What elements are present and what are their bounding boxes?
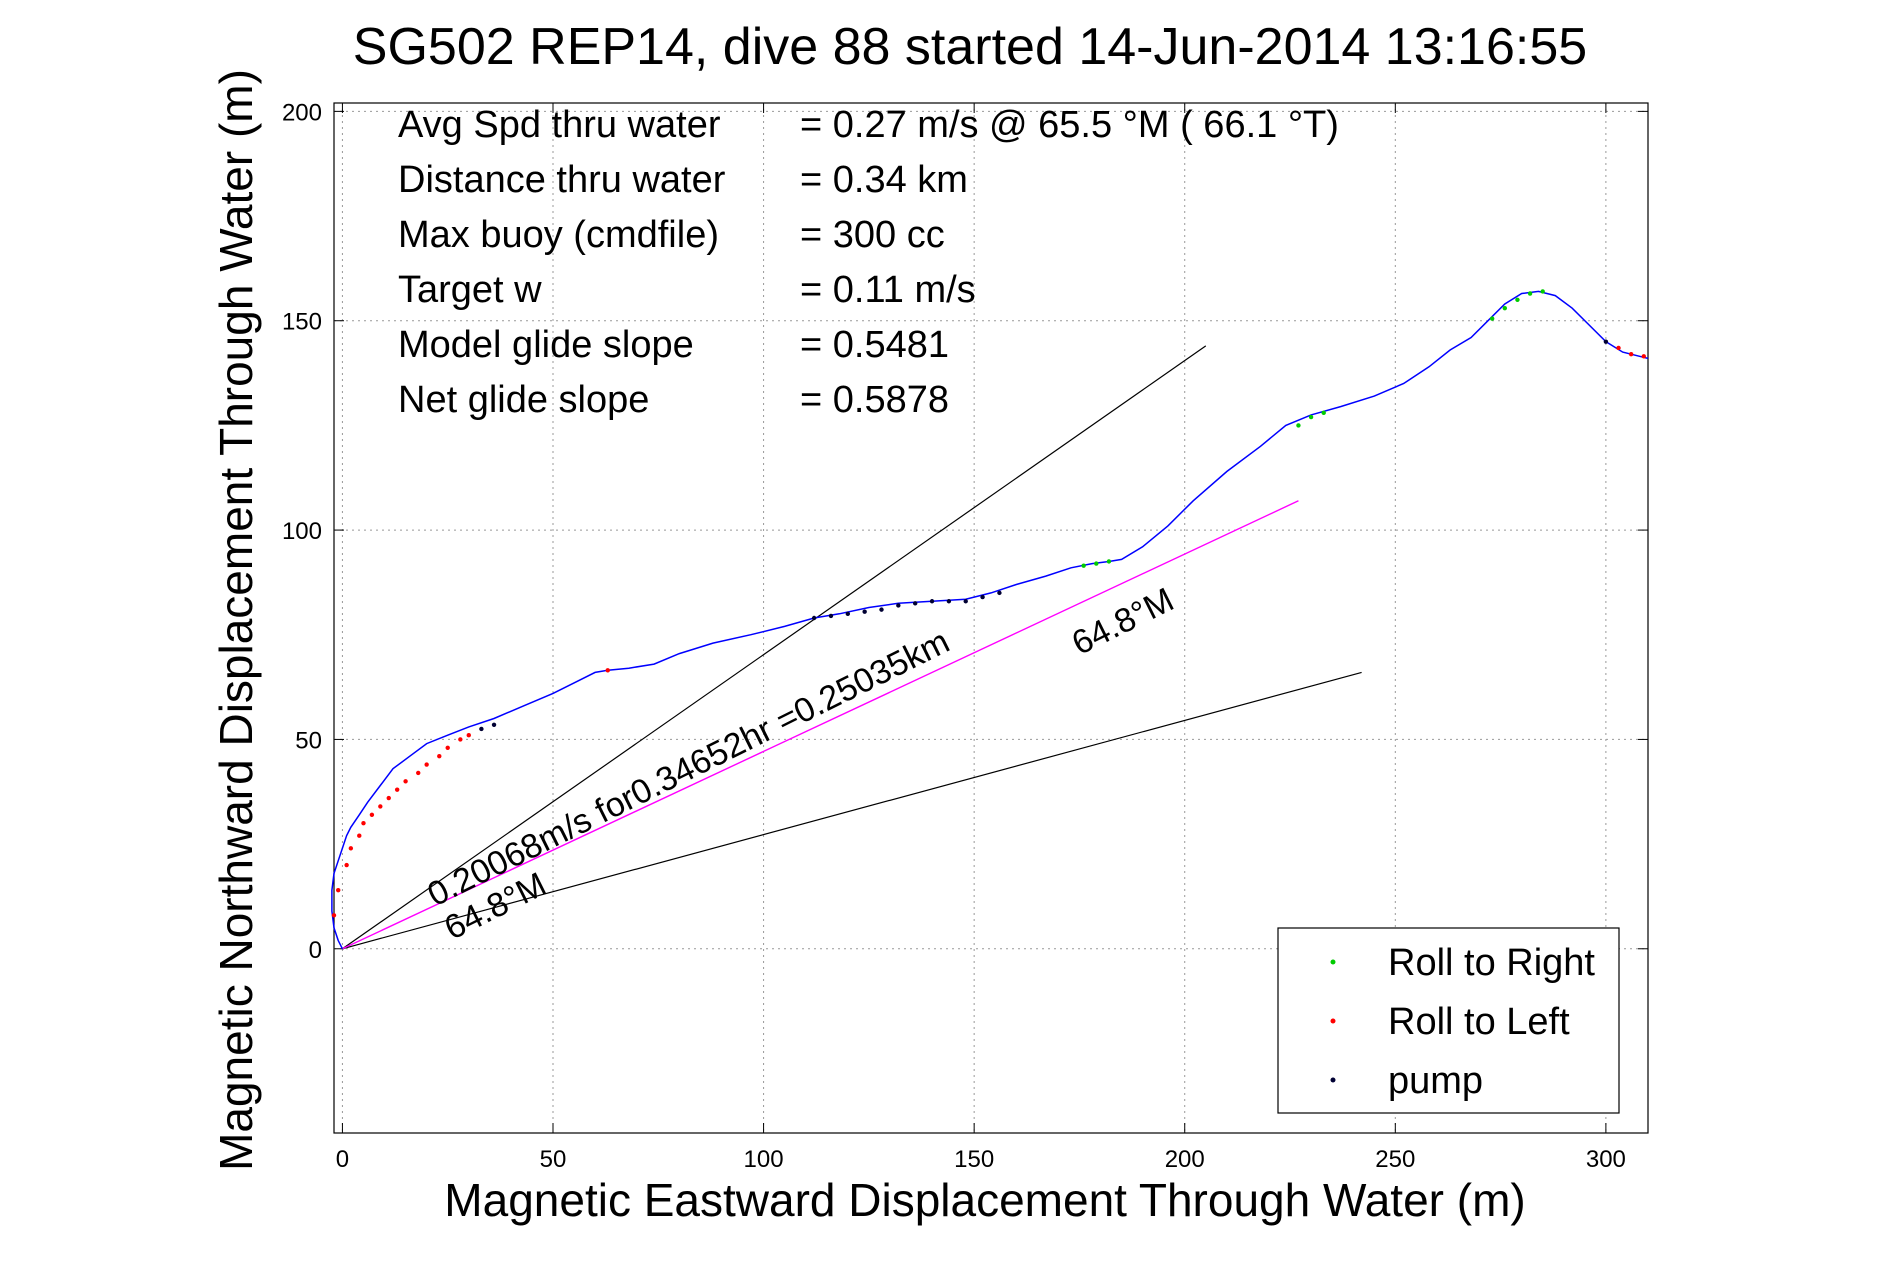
roll-pump-markers: [331, 289, 1646, 918]
legend-marker: [1330, 1077, 1336, 1083]
axis-ticks: 0 50 100 150 200 250 300 0 50 100 150 200: [282, 99, 1648, 1173]
marker-roll-to-right: [1489, 316, 1495, 321]
marker-roll-to-left: [357, 833, 362, 838]
legend-marker: [1330, 959, 1336, 965]
x-tick-label: 250: [1375, 1146, 1415, 1173]
marker-roll-to-left: [1641, 354, 1646, 359]
marker-pump: [491, 722, 497, 727]
legend-label: Roll to Right: [1388, 942, 1595, 984]
stat-value: = 0.11 m/s: [800, 269, 976, 311]
x-tick-label: 0: [336, 1146, 349, 1173]
y-tick-label: 100: [282, 518, 322, 545]
stat-label: Model glide slope: [398, 324, 694, 366]
marker-pump: [479, 726, 484, 732]
marker-roll-to-left: [331, 913, 337, 918]
marker-roll-to-right: [1540, 289, 1545, 294]
x-tick-label: 200: [1165, 1146, 1205, 1173]
marker-pump: [862, 609, 867, 614]
marker-roll-to-left: [348, 846, 354, 851]
marker-roll-to-left: [424, 762, 429, 767]
marker-roll-to-right: [1502, 305, 1508, 311]
y-tick-label: 50: [295, 727, 322, 754]
marker-roll-to-left: [1616, 345, 1621, 351]
y-tick-label: 200: [282, 99, 322, 126]
marker-roll-to-left: [386, 795, 391, 801]
marker-roll-to-right: [1094, 561, 1099, 566]
marker-pump: [879, 607, 884, 612]
legend-label: pump: [1388, 1060, 1483, 1102]
stat-value: = 0.5878: [800, 379, 949, 421]
marker-pump: [896, 603, 901, 608]
marker-roll-to-right: [1081, 563, 1086, 568]
marker-pump: [811, 615, 817, 621]
net-glide-line: [342, 500, 1299, 950]
marker-roll-to-left: [378, 804, 383, 809]
marker-roll-to-right: [1321, 410, 1326, 416]
chart-title: SG502 REP14, dive 88 started 14-Jun-2014…: [353, 18, 1587, 76]
x-tick-label: 300: [1586, 1146, 1626, 1173]
x-tick-label: 50: [540, 1146, 567, 1173]
y-axis-label: Magnetic Northward Displacement Through …: [210, 69, 262, 1171]
marker-roll-to-left: [1628, 352, 1634, 357]
marker-roll-to-left: [605, 668, 610, 673]
marker-pump: [929, 599, 935, 604]
y-tick-label: 150: [282, 309, 322, 336]
stat-label: Net glide slope: [398, 379, 649, 421]
marker-roll-to-left: [466, 733, 471, 738]
marker-roll-to-left: [437, 753, 442, 759]
x-tick-label: 150: [954, 1146, 994, 1173]
marker-pump: [912, 601, 918, 606]
legend: Roll to Right Roll to Left pump: [1277, 927, 1620, 1114]
marker-pump: [963, 599, 968, 604]
x-axis-label: Magnetic Eastward Displacement Through W…: [444, 1174, 1525, 1226]
marker-roll-to-left: [394, 787, 400, 792]
stat-label: Target w: [398, 269, 542, 311]
marker-roll-to-left: [336, 887, 341, 893]
x-tick-label: 100: [744, 1146, 784, 1173]
stat-value: = 0.34 km: [800, 159, 968, 201]
marker-roll-to-left: [416, 770, 421, 776]
marker-roll-to-right: [1308, 414, 1314, 420]
stat-value: = 300 cc: [800, 214, 945, 256]
marker-pump: [946, 599, 952, 604]
stat-label: Distance thru water: [398, 159, 726, 201]
legend-marker: [1330, 1018, 1336, 1024]
marker-roll-to-right: [1296, 423, 1301, 428]
legend-label: Roll to Left: [1388, 1001, 1570, 1043]
stat-label: Max buoy (cmdfile): [398, 214, 719, 256]
marker-roll-to-right: [1527, 291, 1533, 296]
marker-pump: [980, 594, 985, 600]
marker-roll-to-left: [344, 862, 349, 868]
reference-line: [342, 345, 1207, 950]
marker-roll-to-left: [361, 820, 366, 826]
marker-pump: [997, 590, 1002, 596]
marker-pump: [1603, 339, 1609, 344]
stat-value: = 0.5481: [800, 324, 949, 366]
reference-lines: [342, 345, 1362, 950]
y-tick-label: 0: [309, 937, 322, 964]
marker-roll-to-right: [1106, 559, 1112, 564]
marker-roll-to-left: [403, 779, 408, 784]
stat-label: Avg Spd thru water: [398, 104, 721, 146]
marker-pump: [845, 611, 851, 617]
marker-roll-to-left: [445, 745, 450, 750]
stats-block: Avg Spd thru water = 0.27 m/s @ 65.5 °M (…: [398, 104, 1339, 421]
marker-pump: [828, 613, 834, 619]
marker-roll-to-left: [458, 737, 463, 742]
marker-roll-to-right: [1515, 297, 1520, 302]
stat-value: = 0.27 m/s @ 65.5 °M ( 66.1 °T): [800, 104, 1339, 146]
marker-roll-to-left: [369, 812, 375, 817]
reference-line: [342, 671, 1362, 950]
